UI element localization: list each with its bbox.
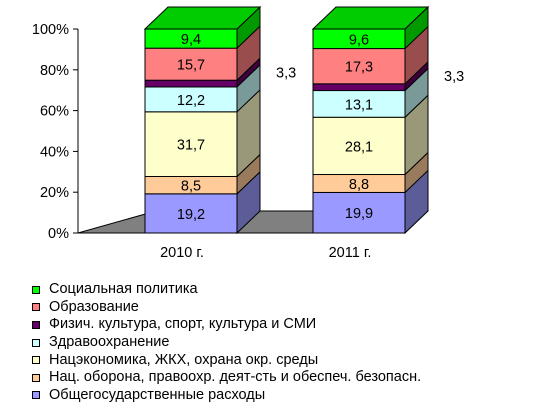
bar-segment (312, 83, 406, 92)
bar-top-face (311, 6, 430, 30)
data-label: 17,3 (345, 60, 373, 76)
x-category-label: 2010 г. (160, 245, 204, 261)
legend-item: Физич. культура, спорт, культура и СМИ (32, 316, 421, 334)
y-tick-label: 60% (40, 104, 69, 120)
legend-item: Нацэкономика, ЖКХ, охрана окр. среды (32, 351, 421, 369)
data-label: 31,7 (177, 138, 205, 154)
data-label: 12,2 (177, 93, 205, 109)
data-label: 3,3 (444, 69, 464, 85)
bar-segment (144, 79, 238, 88)
legend-swatch (32, 303, 40, 312)
legend: Социальная политика Образование Физич. кул… (32, 281, 421, 404)
legend-swatch (32, 356, 40, 365)
bar-segment (312, 191, 406, 234)
stacked-bar-chart: 0% 20% 40% 60% 80% 100% 19,2 8,5 31,7 12,2 3,3 15,7… (32, 5, 464, 261)
data-label: 3,3 (276, 66, 296, 82)
bar-segment (144, 111, 238, 177)
y-tick-label: 40% (40, 144, 69, 160)
bar-segment (312, 48, 406, 85)
data-label: 9,4 (181, 32, 201, 48)
legend-swatch (32, 338, 40, 347)
legend-swatch (32, 373, 40, 382)
legend-label: Нац. оборона, правоохр. деят-сть и обесп… (49, 369, 422, 386)
legend-item: Общегосударственные расходы (32, 387, 421, 405)
bar-segment (144, 193, 238, 234)
y-tick-label: 20% (40, 185, 69, 201)
legend-swatch (32, 391, 40, 400)
legend-label: Общегосударственные расходы (49, 386, 266, 403)
legend-item: Образование (32, 299, 421, 317)
legend-label: Нацэкономика, ЖКХ, охрана окр. среды (49, 351, 319, 368)
legend-label: Социальная политика (49, 281, 198, 298)
legend-swatch (32, 285, 40, 294)
data-label: 8,5 (181, 179, 201, 195)
y-tick-label: 100% (32, 22, 69, 38)
data-label: 19,9 (345, 206, 373, 222)
data-label: 19,2 (177, 207, 205, 223)
legend-item: Нац. оборона, правоохр. деят-сть и обесп… (32, 369, 421, 387)
bar-segment (312, 116, 406, 176)
legend-label: Здравоохранение (49, 334, 170, 351)
legend-item: Социальная политика (32, 281, 421, 299)
bar-segment (312, 90, 406, 118)
data-label: 9,6 (349, 32, 369, 48)
y-tick-label: 80% (40, 63, 69, 79)
y-tick-label: 0% (48, 226, 69, 242)
x-category-label: 2011 г. (329, 245, 372, 261)
data-label: 15,7 (177, 58, 205, 74)
legend-label: Физич. культура, спорт, культура и СМИ (49, 316, 317, 333)
legend-swatch (32, 320, 40, 329)
data-label: 13,1 (345, 97, 373, 113)
legend-item: Здравоохранение (32, 334, 421, 352)
data-label: 8,8 (349, 177, 369, 193)
legend-label: Образование (49, 298, 139, 315)
data-label: 28,1 (345, 139, 373, 155)
bar-top-face (143, 6, 262, 30)
